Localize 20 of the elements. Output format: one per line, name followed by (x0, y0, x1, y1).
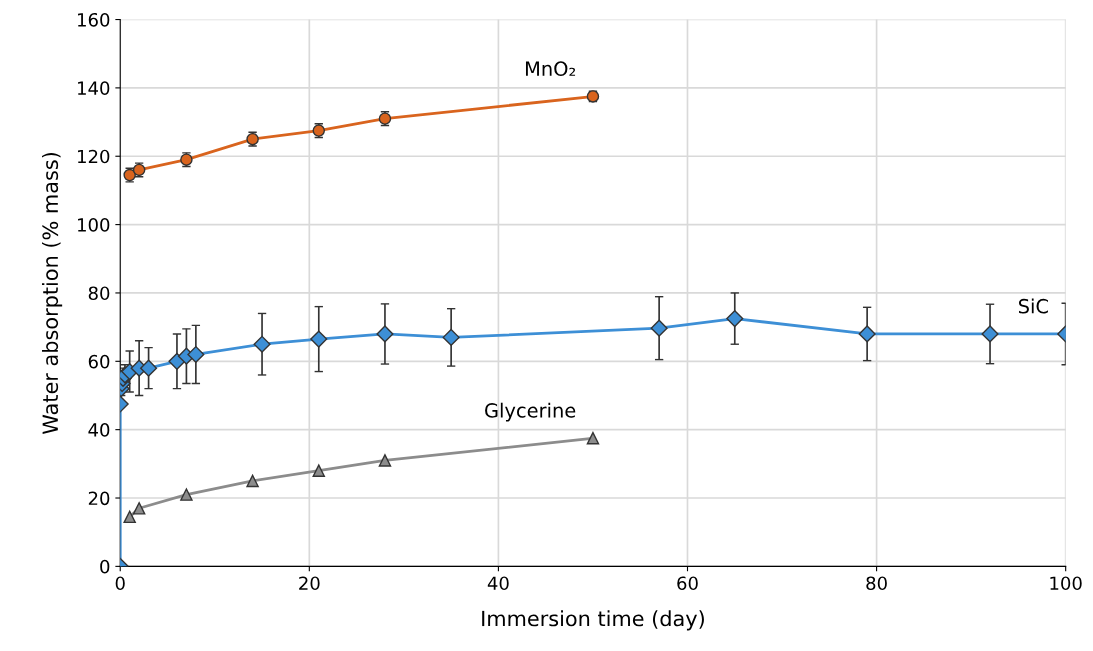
x-axis-title: Immersion time (day) (482, 610, 704, 631)
x-tick-label: 40 (487, 576, 509, 591)
y-tick-label: 60 (88, 354, 110, 369)
y-tick-label: 80 (88, 286, 110, 301)
series-label: MnO₂ (525, 61, 576, 76)
y-tick-label: 40 (88, 423, 110, 437)
x-tick-label: 100 (1050, 576, 1082, 591)
y-tick-label: 140 (78, 81, 110, 95)
series-label: Glycerine (485, 402, 576, 422)
x-tick-label: 60 (677, 576, 698, 591)
y-tick-label: 100 (78, 218, 110, 232)
x-tick-label: 0 (115, 576, 125, 591)
y-tick-label: 0 (100, 559, 110, 574)
x-tick-label: 80 (866, 576, 887, 591)
y-tick-label: 160 (78, 12, 110, 27)
y-tick-label: 120 (78, 149, 110, 164)
x-tick-label: 20 (299, 576, 320, 591)
series-label: SiC (1018, 298, 1048, 314)
y-axis-title: Water absorption (% mass) (41, 152, 63, 435)
y-tick-label: 20 (88, 491, 110, 506)
